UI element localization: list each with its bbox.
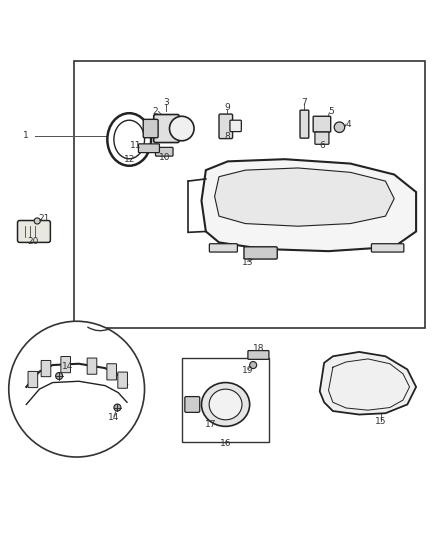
Text: 13: 13 — [242, 259, 253, 268]
FancyBboxPatch shape — [138, 144, 159, 152]
Text: 20: 20 — [27, 237, 39, 246]
FancyBboxPatch shape — [41, 360, 51, 377]
Text: 11: 11 — [130, 141, 141, 150]
Ellipse shape — [114, 120, 145, 159]
Text: 3: 3 — [163, 98, 170, 107]
Text: 16: 16 — [220, 439, 231, 448]
FancyBboxPatch shape — [107, 364, 117, 380]
Circle shape — [114, 404, 121, 411]
FancyBboxPatch shape — [300, 110, 309, 138]
Polygon shape — [215, 168, 394, 226]
Circle shape — [34, 218, 40, 224]
FancyBboxPatch shape — [61, 357, 71, 373]
Text: 1: 1 — [23, 132, 29, 141]
FancyBboxPatch shape — [371, 244, 404, 252]
Text: 6: 6 — [319, 141, 325, 150]
FancyBboxPatch shape — [244, 247, 277, 259]
FancyBboxPatch shape — [118, 372, 127, 388]
Text: 21: 21 — [38, 214, 49, 223]
FancyBboxPatch shape — [18, 221, 50, 243]
Text: 5: 5 — [328, 107, 334, 116]
FancyBboxPatch shape — [230, 120, 241, 132]
Text: 14: 14 — [62, 362, 74, 371]
Text: 7: 7 — [301, 98, 307, 107]
Text: 19: 19 — [242, 366, 253, 375]
FancyBboxPatch shape — [28, 372, 38, 387]
Circle shape — [334, 122, 345, 133]
FancyBboxPatch shape — [219, 114, 233, 139]
Text: 18: 18 — [253, 344, 264, 353]
Polygon shape — [201, 159, 416, 251]
Ellipse shape — [209, 389, 242, 420]
Text: 8: 8 — [224, 132, 230, 141]
FancyBboxPatch shape — [248, 351, 269, 359]
Text: 14: 14 — [108, 413, 120, 422]
Text: 4: 4 — [346, 119, 351, 128]
FancyBboxPatch shape — [74, 61, 425, 328]
FancyBboxPatch shape — [313, 116, 331, 132]
FancyBboxPatch shape — [315, 132, 329, 144]
FancyBboxPatch shape — [182, 359, 269, 442]
FancyBboxPatch shape — [209, 244, 237, 252]
FancyBboxPatch shape — [185, 397, 200, 413]
FancyBboxPatch shape — [154, 115, 179, 142]
Text: 12: 12 — [124, 155, 135, 164]
Circle shape — [250, 361, 257, 368]
Circle shape — [9, 321, 145, 457]
Text: 17: 17 — [205, 419, 216, 429]
Polygon shape — [320, 352, 416, 415]
Text: 10: 10 — [159, 154, 170, 163]
Text: 15: 15 — [375, 417, 387, 426]
FancyBboxPatch shape — [143, 119, 158, 138]
Circle shape — [170, 116, 194, 141]
Circle shape — [56, 373, 63, 379]
Ellipse shape — [201, 383, 250, 426]
Text: 9: 9 — [224, 103, 230, 112]
FancyBboxPatch shape — [87, 358, 97, 374]
Text: 2: 2 — [153, 107, 158, 116]
FancyBboxPatch shape — [155, 147, 173, 156]
